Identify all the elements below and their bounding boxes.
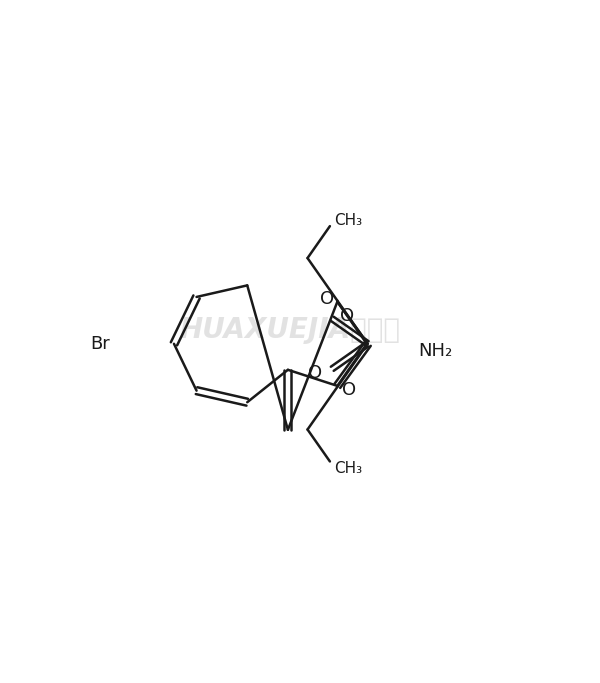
- Text: NH₂: NH₂: [418, 342, 452, 359]
- Text: HUAXUEJIA化学加: HUAXUEJIA化学加: [179, 316, 401, 344]
- Text: O: O: [308, 364, 322, 382]
- Text: Br: Br: [91, 335, 110, 353]
- Text: O: O: [343, 381, 356, 399]
- Text: O: O: [320, 290, 334, 307]
- Text: CH₃: CH₃: [334, 212, 362, 227]
- Text: CH₃: CH₃: [334, 461, 362, 476]
- Text: O: O: [340, 307, 355, 325]
